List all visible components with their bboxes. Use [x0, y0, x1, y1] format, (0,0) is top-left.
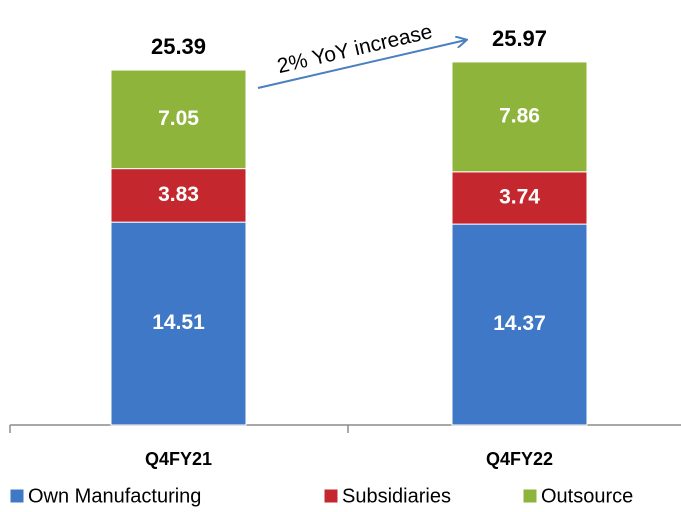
segment-label: 14.51 [152, 311, 205, 334]
bar-segment [110, 221, 247, 426]
legend-label: Own Manufacturing [28, 485, 201, 507]
bar-segment [110, 168, 247, 223]
segment-label: 7.86 [499, 104, 540, 127]
legend-swatch [9, 488, 25, 504]
legend-label: Subsidiaries [342, 485, 451, 507]
segment-label: 14.37 [493, 312, 546, 335]
total-label: 25.97 [492, 26, 547, 51]
bar-segment [451, 171, 588, 225]
yoy-arrow [257, 40, 466, 89]
segment-label: 3.74 [499, 186, 540, 209]
bar-segment [451, 61, 588, 173]
legend-label: Outsource [541, 485, 633, 507]
total-label: 25.39 [151, 34, 206, 59]
legend-swatch [522, 488, 538, 504]
x-tick-label: Q4FY22 [486, 449, 553, 469]
legend-swatch [323, 488, 339, 504]
segment-label: 3.83 [158, 183, 199, 206]
bar-segment [110, 69, 247, 170]
bar-segment [451, 223, 588, 426]
annotation: 2% YoY increase [275, 20, 435, 78]
x-tick-label: Q4FY21 [145, 449, 212, 469]
segment-label: 7.05 [158, 107, 199, 130]
